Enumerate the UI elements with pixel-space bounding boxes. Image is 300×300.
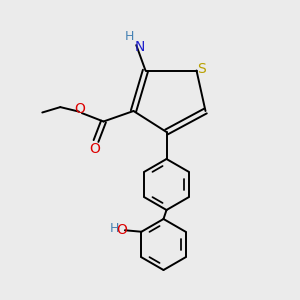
Text: O: O bbox=[74, 103, 85, 116]
Text: S: S bbox=[197, 62, 206, 76]
Text: H: H bbox=[110, 222, 119, 235]
Text: H: H bbox=[125, 30, 134, 43]
Text: O: O bbox=[116, 223, 128, 237]
Text: O: O bbox=[89, 142, 100, 156]
Text: N: N bbox=[135, 40, 145, 54]
